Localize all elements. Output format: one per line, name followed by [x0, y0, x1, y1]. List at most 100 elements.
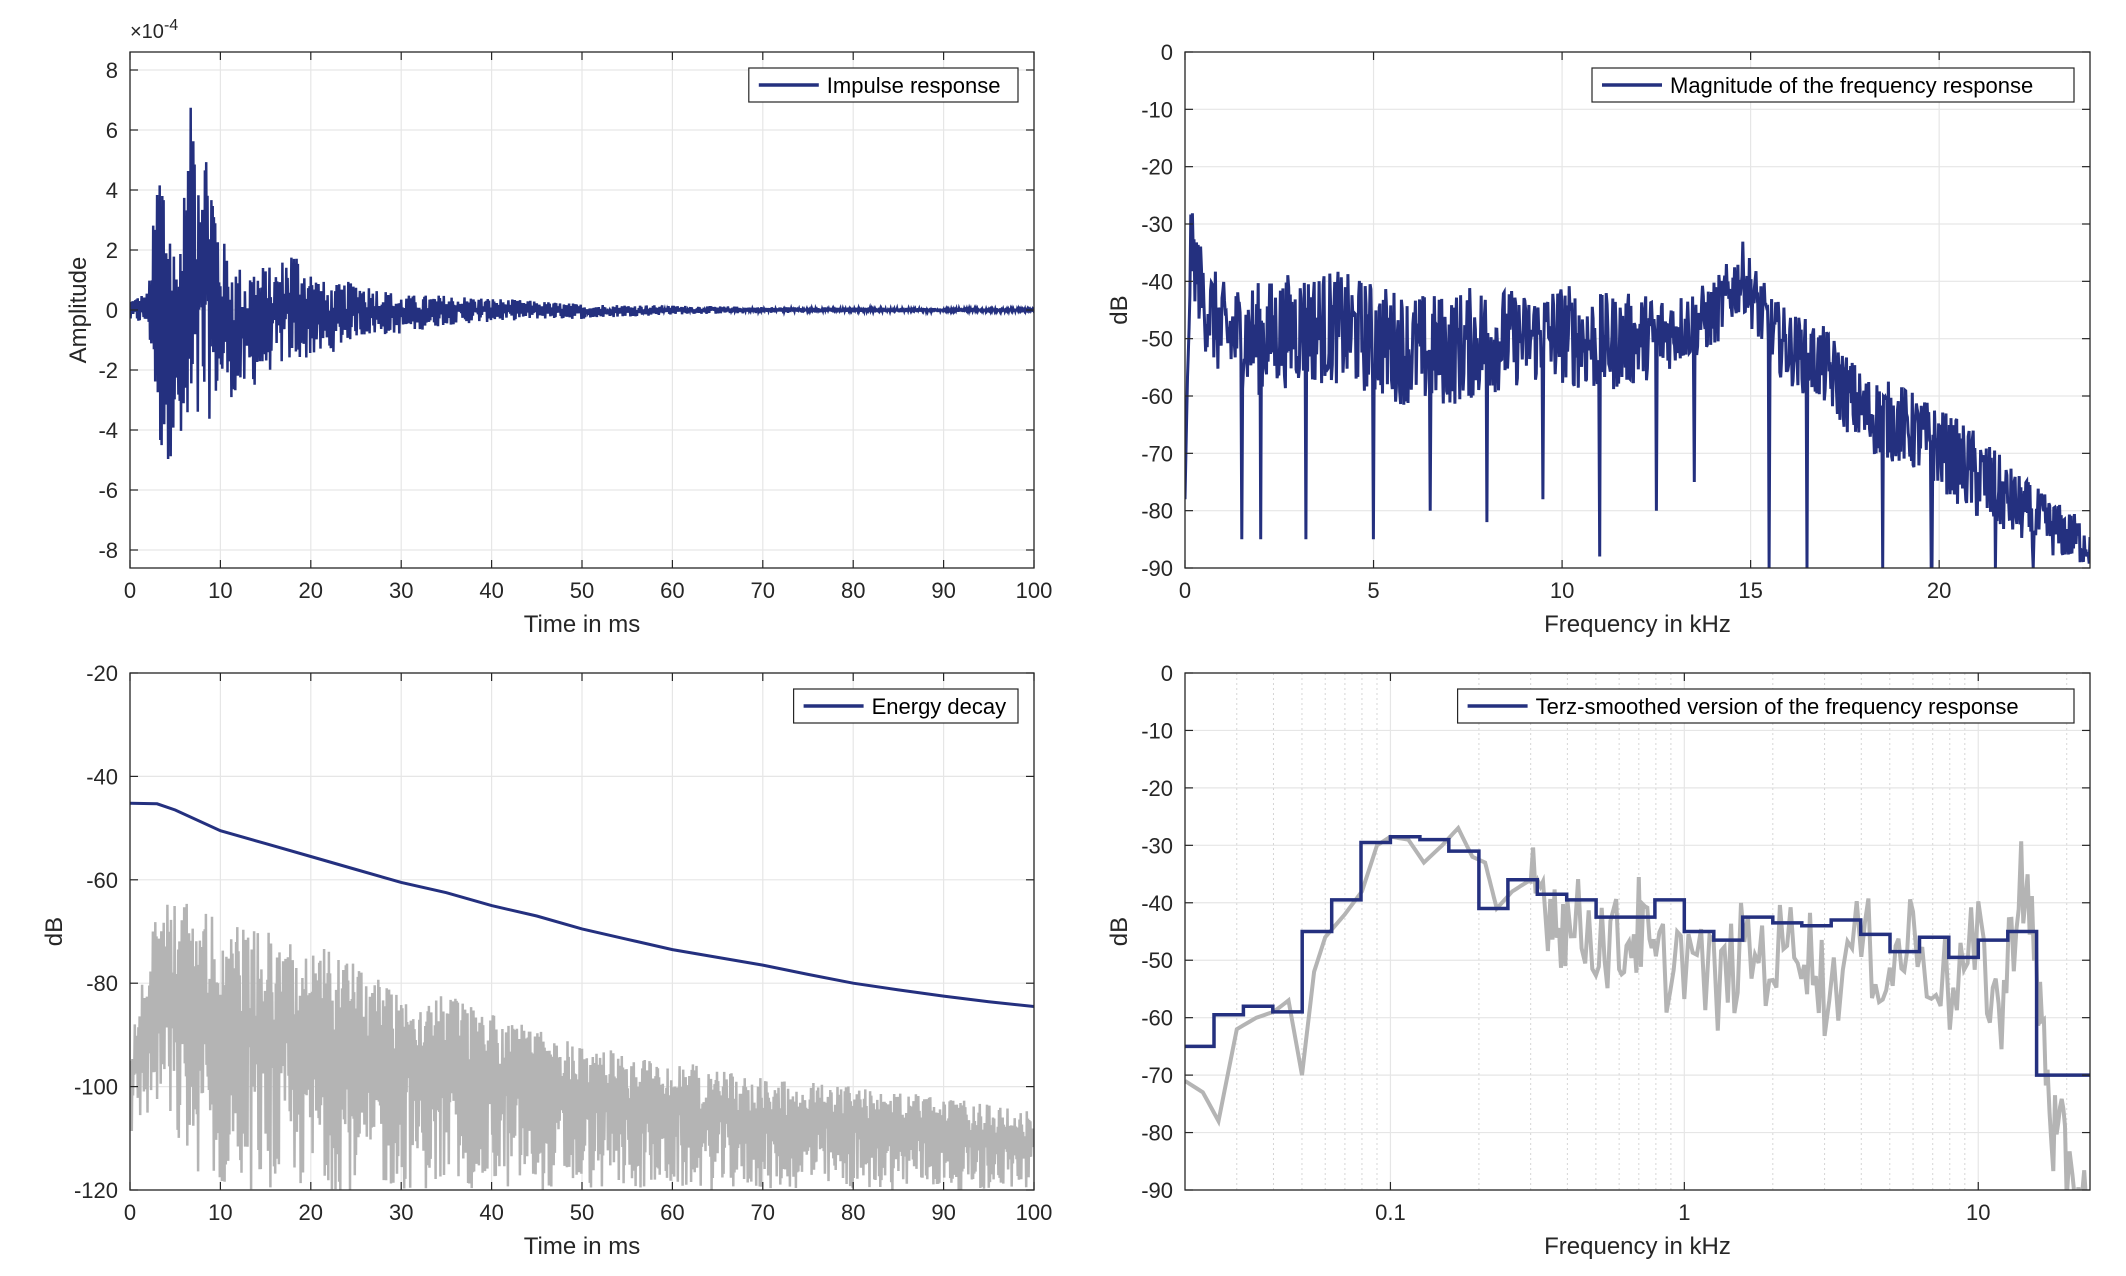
y-axis-label: dB [1106, 295, 1133, 324]
terz-smoothed-line [1185, 834, 2090, 1077]
plot-series [1185, 824, 2090, 1190]
energy-decay-line [130, 801, 1034, 1008]
legend: Energy decay [792, 688, 1019, 724]
x-tick-label: 5 [1367, 578, 1379, 603]
y-tick-label: -20 [1141, 776, 1173, 801]
x-tick-label: 50 [570, 1200, 594, 1225]
y-tick-label: -30 [1141, 833, 1173, 858]
y-tick-label: -60 [86, 868, 118, 893]
y-axis-label: dB [41, 917, 68, 946]
squared-impulse-line [130, 903, 1034, 1190]
x-tick-label: 15 [1738, 578, 1762, 603]
unsmoothed-response-line [1185, 824, 2090, 1190]
y-tick-label: -10 [1141, 718, 1173, 743]
x-tick-label: 100 [1016, 1200, 1053, 1225]
legend: Impulse response [748, 67, 1019, 103]
x-tick-label: 0 [124, 1200, 136, 1225]
x-tick-label: 0 [124, 578, 136, 603]
y-axis-label: Amplitude [65, 257, 92, 364]
magnitude-line [1185, 213, 2090, 568]
y-tick-label: 4 [106, 178, 118, 203]
y-tick-label: -40 [86, 764, 118, 789]
y-tick-label: -60 [1141, 1006, 1173, 1031]
x-tick-label: 60 [660, 578, 684, 603]
y-tick-label: -70 [1141, 1063, 1173, 1088]
x-tick-label: 60 [660, 1200, 684, 1225]
x-axis-label: Time in ms [524, 1233, 640, 1260]
x-tick-label: 40 [479, 578, 503, 603]
chart-magnitude: 0 5 10 15 20 0 -10 -20 -30 -40 -50 -60 -70 -80 -90 Freq… [1106, 40, 2091, 638]
exponent-power: -4 [164, 17, 178, 34]
legend-label: Terz-smoothed version of the frequency r… [1536, 694, 2019, 719]
plot-series [130, 801, 1034, 1190]
y-tick-label: -80 [86, 971, 118, 996]
legend-box [1456, 688, 2075, 724]
y-tick-label: -80 [1141, 499, 1173, 524]
y-tick-label: 6 [106, 118, 118, 143]
legend-label: Impulse response [827, 73, 1001, 98]
y-tick-label: -40 [1141, 891, 1173, 916]
x-tick-label: 20 [299, 578, 323, 603]
legend-label: Energy decay [872, 694, 1007, 719]
chart-impulse: 0 10 20 30 40 50 60 70 80 90 100 -8 -6 -4 -2 0 2 4 6 8 Time … [65, 17, 1052, 638]
exponent-label: ×10-4 [130, 17, 178, 43]
y-tick-label: -50 [1141, 327, 1173, 352]
x-axis-label: Frequency in kHz [1544, 611, 1731, 638]
x-tick-label: 90 [931, 578, 955, 603]
y-tick-label: -90 [1141, 556, 1173, 581]
plot-series [1185, 213, 2090, 568]
x-tick-label: 20 [299, 1200, 323, 1225]
y-tick-label: -8 [98, 538, 118, 563]
impulse-response-line [130, 107, 1034, 460]
plot-series [130, 107, 1034, 460]
x-tick-label: 20 [1927, 578, 1951, 603]
x-tick-label: 10 [1550, 578, 1574, 603]
y-tick-label: 8 [106, 58, 118, 83]
chart-terz: 0.1 1 10 0 -10 -20 -30 -40 -50 -60 -70 -80 -90 Freque… [1106, 661, 2091, 1260]
y-axis-label: dB [1106, 917, 1133, 946]
x-tick-label: 0 [1179, 578, 1191, 603]
x-tick-label: 70 [751, 578, 775, 603]
y-tick-label: -100 [74, 1075, 118, 1100]
axes-box [1184, 51, 2091, 569]
y-tick-label: 2 [106, 238, 118, 263]
y-tick-label: -120 [74, 1178, 118, 1203]
y-tick-label: -70 [1141, 441, 1173, 466]
legend: Magnitude of the frequency response [1591, 67, 2075, 103]
y-tick-label: -2 [98, 358, 118, 383]
x-axis-label: Time in ms [524, 611, 640, 638]
x-tick-label: 30 [389, 1200, 413, 1225]
y-tick-label: 0 [106, 298, 118, 323]
x-tick-label: 80 [841, 1200, 865, 1225]
y-tick-label: -20 [1141, 155, 1173, 180]
y-tick-label: -20 [86, 661, 118, 686]
y-tick-label: -6 [98, 478, 118, 503]
x-tick-label: 50 [570, 578, 594, 603]
y-tick-label: -30 [1141, 212, 1173, 237]
y-tick-label: -10 [1141, 97, 1173, 122]
x-tick-label: 100 [1016, 578, 1053, 603]
y-tick-label: -80 [1141, 1121, 1173, 1146]
legend-label: Magnitude of the frequency response [1670, 73, 2033, 98]
x-tick-label: 10 [1966, 1200, 1990, 1225]
y-tick-label: -40 [1141, 269, 1173, 294]
x-tick-label: 70 [751, 1200, 775, 1225]
y-tick-label: -60 [1141, 384, 1173, 409]
y-tick-label: 0 [1161, 661, 1173, 686]
x-tick-label: 0.1 [1375, 1200, 1406, 1225]
x-tick-label: 80 [841, 578, 865, 603]
x-axis-label: Frequency in kHz [1544, 1233, 1731, 1260]
axes-box [1184, 672, 2091, 1191]
x-tick-label: 10 [208, 578, 232, 603]
x-tick-label: 40 [479, 1200, 503, 1225]
x-tick-label: 1 [1678, 1200, 1690, 1225]
x-tick-label: 30 [389, 578, 413, 603]
x-tick-label: 90 [931, 1200, 955, 1225]
chart-decay: 0 10 20 30 40 50 60 70 80 90 100 -20 -40 -60 -80 -100 -1… [41, 661, 1052, 1260]
legend-box [1591, 67, 2075, 103]
legend: Terz-smoothed version of the frequency r… [1456, 688, 2075, 724]
y-tick-label: -4 [98, 418, 118, 443]
y-tick-label: -50 [1141, 948, 1173, 973]
x-tick-label: 10 [208, 1200, 232, 1225]
